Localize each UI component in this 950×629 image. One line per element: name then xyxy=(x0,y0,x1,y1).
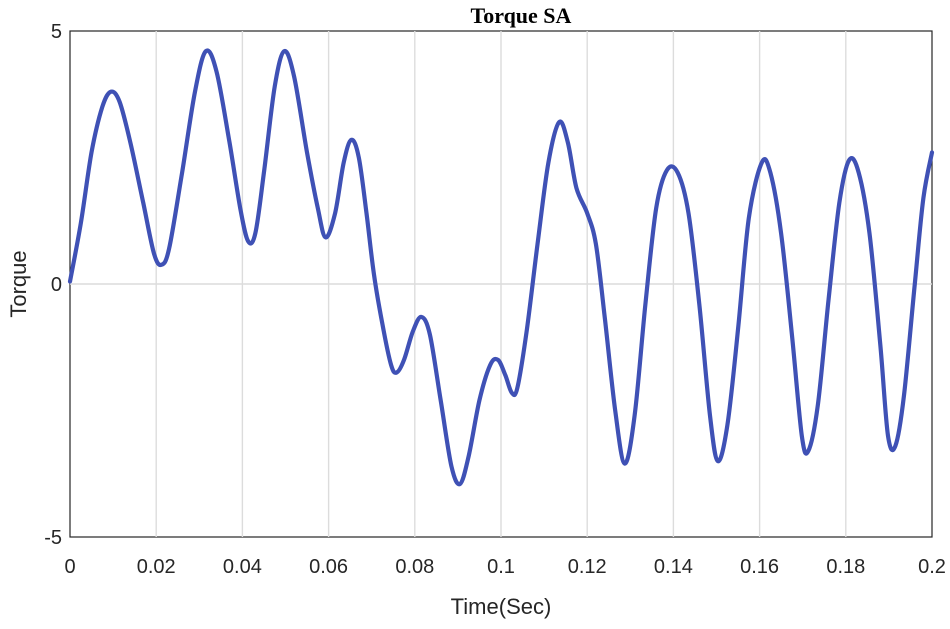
y-axis-ticks: 5 0 -5 xyxy=(44,21,62,549)
series-line xyxy=(67,48,935,487)
chart-title: Torque SA xyxy=(471,3,572,28)
x-tick-label: 0.02 xyxy=(137,556,176,578)
y-tick-label: -5 xyxy=(44,527,62,549)
y-tick-label: 5 xyxy=(51,21,62,43)
y-tick-label: 0 xyxy=(51,274,62,296)
x-tick-label: 0.14 xyxy=(654,556,693,578)
x-tick-label: 0.08 xyxy=(395,556,434,578)
x-axis-label: Time(Sec) xyxy=(451,594,552,619)
x-axis-ticks: 0 0.02 0.04 0.06 0.08 0.1 0.12 0.14 0.16 0.18 0.2 xyxy=(64,556,945,578)
x-tick-label: 0.06 xyxy=(309,556,348,578)
x-tick-label: 0.18 xyxy=(826,556,865,578)
x-tick-label: 0.12 xyxy=(568,556,607,578)
x-tick-label: 0.04 xyxy=(223,556,262,578)
x-tick-label: 0.1 xyxy=(487,556,515,578)
x-tick-label: 0 xyxy=(64,556,75,578)
x-tick-label: 0.2 xyxy=(918,556,946,578)
y-axis-label: Torque xyxy=(6,250,31,317)
grid-lines xyxy=(70,31,932,537)
x-tick-label: 0.16 xyxy=(740,556,779,578)
